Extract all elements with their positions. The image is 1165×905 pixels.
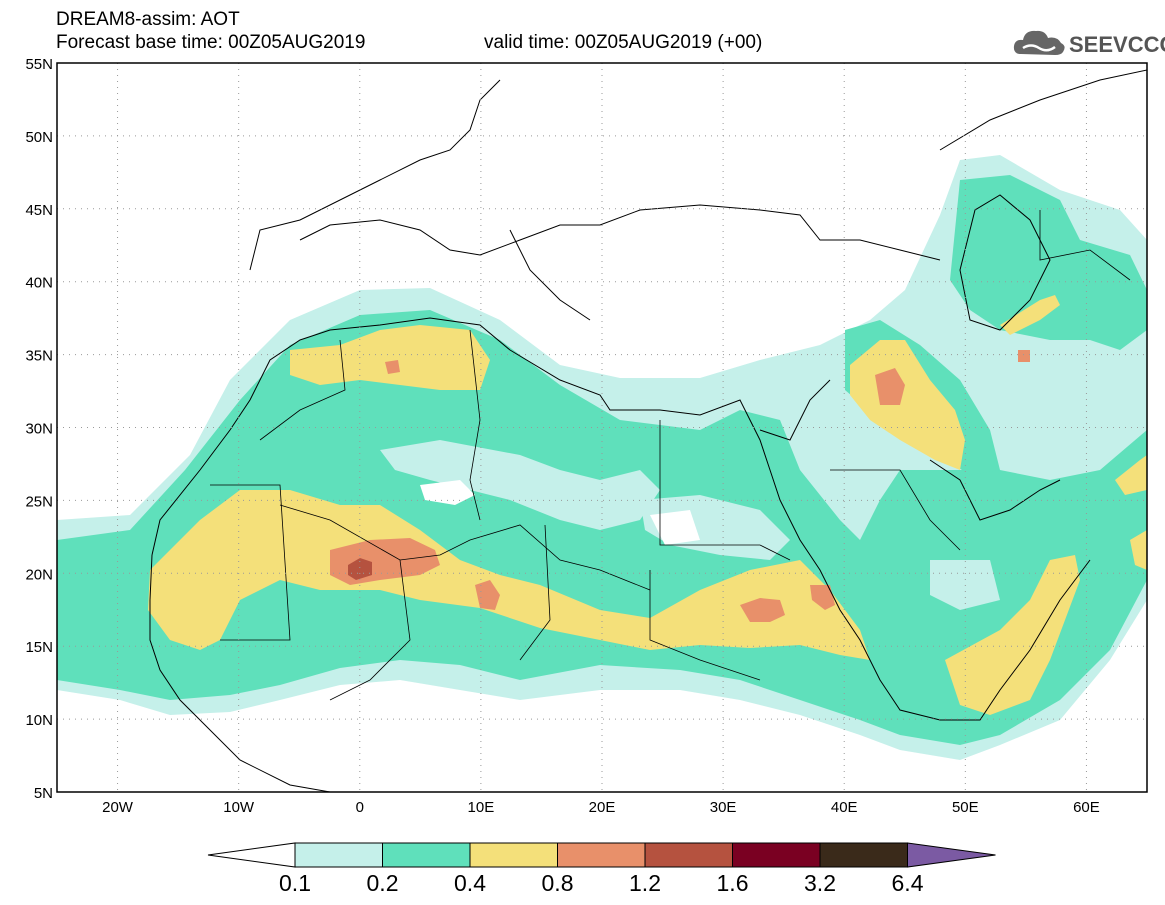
longitude-tick-label: 40E: [831, 799, 858, 816]
latitude-tick-label: 15N: [25, 639, 53, 656]
map-title: DREAM8-assim: AOT: [56, 9, 240, 30]
longitude-tick-label: 50E: [952, 799, 979, 816]
colorbar-arrow-high: [907, 842, 996, 868]
colorbar-swatch: [557, 842, 646, 868]
logo-text: SEEVCCC: [1069, 32, 1165, 57]
latitude-tick-label: 45N: [25, 202, 53, 219]
longitude-tick-label: 60E: [1073, 799, 1100, 816]
colorbar-label: 3.2: [804, 870, 836, 896]
coastlines: [149, 69, 1147, 792]
colorbar-label: 0.8: [541, 870, 574, 896]
latitude-tick-label: 50N: [25, 129, 53, 146]
colorbar-swatch: [382, 842, 471, 868]
colorbar-label: 1.6: [716, 870, 749, 896]
latitude-tick-label: 20N: [25, 566, 53, 583]
colorbar-swatch: [469, 842, 558, 868]
longitude-labels: 20W 10W 0 10E 20E 30E 40E 50E 60E: [102, 799, 1100, 816]
country-borders: [210, 210, 1131, 701]
colorbar-label: 0.2: [366, 870, 399, 896]
valid-time: valid time: 00Z05AUG2019 (+00): [484, 32, 763, 53]
forecast-base-time: Forecast base time: 00Z05AUG2019: [56, 32, 366, 53]
cloud-icon: [1013, 30, 1065, 55]
colorbar-label: 0.1: [279, 870, 311, 896]
latitude-tick-label: 10N: [25, 712, 53, 729]
colorbar-swatch: [294, 842, 383, 868]
latitude-tick-label: 25N: [25, 493, 53, 510]
aot-contour-1.2: [348, 558, 372, 580]
colorbar-swatch: [732, 842, 821, 868]
colorbar-swatch: [819, 842, 908, 868]
colorbar-arrow-low: [207, 842, 296, 868]
colorbar-swatch: [644, 842, 733, 868]
longitude-tick-label: 10E: [468, 799, 495, 816]
latitude-tick-label: 40N: [25, 275, 53, 292]
longitude-tick-label: 10W: [223, 799, 255, 816]
latitude-labels: 55N 50N 45N 40N 35N 30N 25N 20N 15N 10N 5N: [25, 56, 53, 802]
latitude-tick-label: 30N: [25, 421, 53, 438]
colorbar-label: 6.4: [891, 870, 924, 896]
seevccc-logo: SEEVCCC: [1011, 24, 1165, 64]
aot-contour-0.4: [148, 490, 870, 660]
colorbar-label: 0.4: [454, 870, 486, 896]
colorbar-label: 1.2: [629, 870, 661, 896]
colorbar: [207, 842, 996, 868]
longitude-tick-label: 20E: [589, 799, 616, 816]
longitude-tick-label: 20W: [102, 799, 134, 816]
aot-field: [57, 63, 1147, 792]
latitude-tick-label: 55N: [25, 56, 53, 73]
longitude-tick-label: 30E: [710, 799, 737, 816]
map-frame: [56, 62, 1148, 793]
latitude-tick-label: 5N: [34, 785, 53, 802]
longitude-tick-label: 0: [356, 799, 364, 816]
latitude-tick-label: 35N: [25, 348, 53, 365]
